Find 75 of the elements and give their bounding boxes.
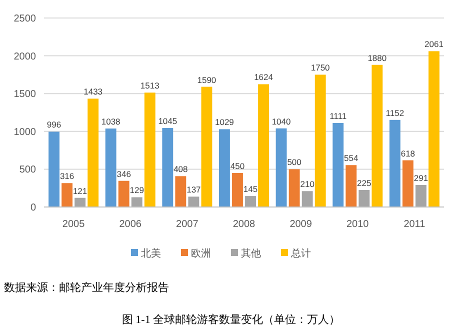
bar	[62, 183, 73, 207]
data-label: 121	[72, 186, 88, 196]
bar	[105, 128, 116, 207]
data-label: 225	[357, 178, 372, 188]
data-label: 996	[46, 120, 62, 130]
data-label: 1624	[254, 72, 274, 82]
data-label: 1513	[140, 80, 160, 91]
legend-label: 北美	[141, 248, 161, 260]
bar	[302, 191, 313, 207]
bar	[131, 197, 142, 207]
data-label: 1152	[386, 108, 404, 118]
bar	[288, 169, 300, 207]
text: 图 1-1 全球邮轮游客数量变化（单位：万人）	[122, 313, 340, 326]
data-label: 145	[243, 184, 258, 194]
bar	[314, 74, 326, 207]
bar	[219, 129, 230, 207]
bar	[402, 160, 414, 207]
bar	[144, 92, 156, 207]
y-tick-label: 2500	[14, 14, 36, 24]
y-tick-label: 1000	[14, 126, 36, 138]
bar	[372, 64, 383, 207]
bar	[245, 196, 256, 207]
bar	[74, 198, 86, 207]
data-label: 1750	[310, 62, 330, 73]
legend-label: 欧洲	[191, 248, 211, 260]
y-tick-label: 500	[19, 164, 36, 176]
bar	[346, 165, 357, 207]
data-label: 137	[186, 184, 202, 195]
y-tick-label: 2000	[14, 51, 36, 62]
data-label: 291	[414, 173, 428, 183]
data-label: 1038	[101, 116, 121, 127]
legend-label: 总计	[290, 248, 311, 260]
data-label: 450	[230, 160, 245, 171]
bar	[389, 120, 400, 207]
bar	[415, 185, 426, 207]
bar	[232, 172, 243, 207]
x-tick-label: 2006	[119, 219, 142, 230]
data-label: 1880	[368, 52, 387, 63]
data-label: 346	[116, 168, 132, 179]
bar	[175, 176, 186, 207]
data-label: 129	[130, 185, 144, 196]
bar	[201, 86, 212, 207]
bar	[428, 51, 440, 207]
data-label: 408	[174, 164, 188, 174]
bar	[48, 132, 60, 207]
bar	[188, 196, 200, 207]
data-label: 1590	[197, 74, 216, 85]
bar	[162, 128, 174, 207]
data-label: 1045	[158, 116, 178, 126]
data-label: 316	[60, 171, 74, 182]
bar	[332, 123, 344, 207]
x-tick-label: 2009	[290, 219, 312, 230]
data-label: 2061	[424, 39, 444, 50]
y-tick-label: 1500	[14, 89, 36, 100]
x-tick-label: 2007	[176, 219, 199, 230]
y-tick-label: 0	[30, 202, 36, 214]
source-note: 数据来源：邮轮产业年度分析报告	[4, 281, 169, 294]
data-label: 1433	[84, 86, 103, 97]
bar	[258, 84, 269, 207]
data-label: 554	[344, 153, 358, 164]
bar	[358, 190, 370, 207]
x-tick-label: 2010	[346, 219, 370, 230]
x-tick-label: 2005	[62, 219, 86, 230]
data-label: 210	[300, 179, 315, 190]
data-label: 500	[287, 157, 302, 168]
data-label: 618	[400, 148, 416, 158]
legend-label: 其他	[241, 248, 261, 260]
x-tick-label: 2011	[404, 219, 426, 230]
data-label: 1040	[272, 116, 292, 126]
bar	[118, 180, 130, 207]
bar	[276, 128, 287, 207]
data-label: 1029	[215, 117, 234, 128]
x-tick-label: 2008	[232, 219, 256, 230]
data-label: 1111	[330, 111, 347, 122]
bar	[88, 98, 99, 207]
